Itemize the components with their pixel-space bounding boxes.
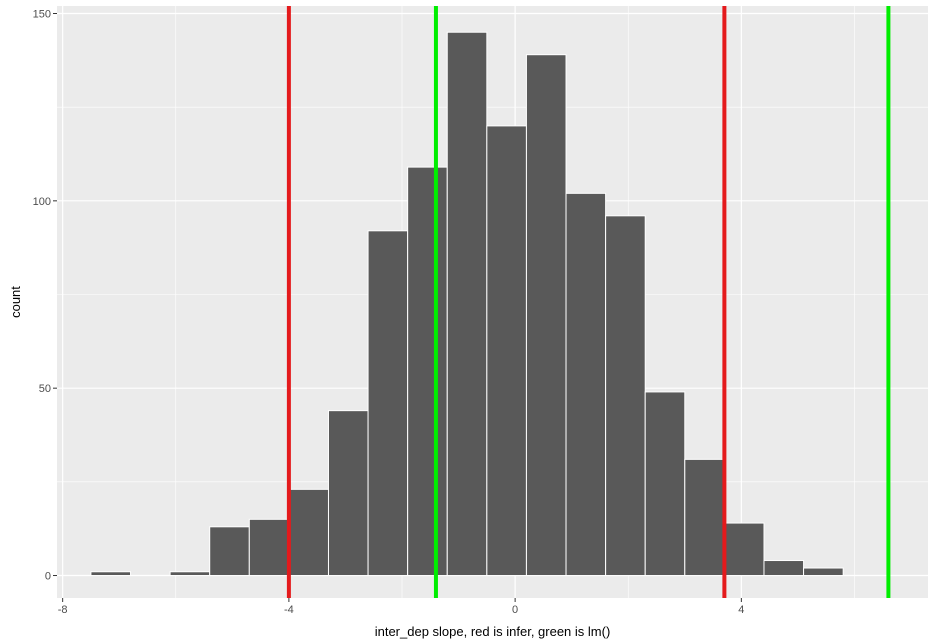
histogram-bar xyxy=(209,526,250,577)
histogram-bar xyxy=(288,488,329,577)
y-tick-label: 150 xyxy=(33,8,51,20)
x-axis-title: inter_dep slope, red is infer, green is … xyxy=(375,624,611,639)
histogram-bar xyxy=(605,215,646,577)
y-axis-title: count xyxy=(8,286,23,318)
y-tick-label: 50 xyxy=(39,383,51,395)
histogram-bar xyxy=(327,410,369,577)
x-tick-label: 0 xyxy=(512,604,518,616)
reference-lines xyxy=(286,6,891,598)
histogram-bar xyxy=(684,458,725,577)
histogram-bar xyxy=(90,571,132,577)
x-tick-label: 4 xyxy=(738,604,744,616)
histogram-bar xyxy=(248,518,290,577)
histogram-bar xyxy=(169,571,211,577)
y-axis: 0 50 100 150 xyxy=(33,8,57,583)
histogram-bar xyxy=(565,192,607,577)
histogram-bar xyxy=(723,522,765,577)
histogram-bar xyxy=(525,54,567,577)
histogram-bar xyxy=(367,230,409,577)
histogram-bar xyxy=(407,166,448,577)
x-tick-label: -4 xyxy=(284,604,294,616)
histogram-bar xyxy=(763,560,805,577)
histogram-bar xyxy=(644,391,686,577)
x-tick-label: -8 xyxy=(58,604,68,616)
histogram-bar xyxy=(446,31,488,577)
y-tick-label: 0 xyxy=(45,571,51,583)
y-tick-label: 100 xyxy=(33,196,51,208)
x-axis: -8 -4 0 4 xyxy=(58,598,744,616)
histogram-bars xyxy=(90,31,844,577)
histogram-bar xyxy=(803,567,844,577)
histogram-bar xyxy=(486,125,527,577)
